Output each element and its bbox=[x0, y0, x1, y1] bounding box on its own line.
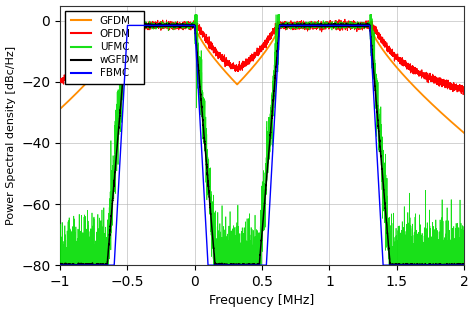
OFDM bbox=[57, 80, 63, 84]
GFDM bbox=[458, 128, 464, 132]
FBMC bbox=[151, 23, 157, 27]
wGFDM bbox=[461, 263, 467, 266]
Y-axis label: Power Spectral density [dBc/Hz]: Power Spectral density [dBc/Hz] bbox=[6, 46, 16, 225]
GFDM bbox=[125, 23, 130, 27]
FBMC bbox=[461, 263, 467, 267]
UFMC bbox=[458, 221, 464, 225]
Line: UFMC: UFMC bbox=[60, 15, 464, 265]
UFMC bbox=[151, 25, 157, 29]
Line: FBMC: FBMC bbox=[60, 25, 464, 265]
FBMC bbox=[238, 263, 244, 267]
UFMC bbox=[123, 13, 129, 17]
GFDM bbox=[238, 78, 244, 82]
OFDM bbox=[151, 22, 157, 26]
OFDM bbox=[461, 86, 467, 90]
FBMC bbox=[57, 263, 63, 267]
wGFDM bbox=[153, 23, 159, 27]
wGFDM bbox=[155, 25, 161, 28]
wGFDM bbox=[238, 263, 244, 267]
UFMC bbox=[155, 24, 161, 28]
UFMC bbox=[58, 263, 64, 267]
wGFDM bbox=[151, 23, 157, 27]
Line: GFDM: GFDM bbox=[60, 25, 464, 133]
Line: OFDM: OFDM bbox=[60, 19, 464, 95]
wGFDM bbox=[458, 263, 464, 267]
UFMC bbox=[57, 243, 63, 247]
wGFDM bbox=[166, 22, 172, 25]
UFMC bbox=[210, 214, 215, 218]
OFDM bbox=[458, 88, 464, 92]
FBMC bbox=[155, 23, 161, 27]
wGFDM bbox=[57, 263, 63, 267]
wGFDM bbox=[210, 233, 215, 237]
GFDM bbox=[151, 23, 157, 27]
GFDM bbox=[153, 23, 159, 27]
wGFDM bbox=[57, 263, 63, 267]
FBMC bbox=[125, 23, 130, 27]
OFDM bbox=[342, 18, 348, 21]
Line: wGFDM: wGFDM bbox=[60, 23, 464, 265]
GFDM bbox=[155, 23, 161, 27]
UFMC bbox=[153, 23, 159, 27]
OFDM bbox=[153, 21, 159, 24]
OFDM bbox=[460, 93, 466, 96]
OFDM bbox=[238, 67, 244, 71]
FBMC bbox=[153, 23, 159, 27]
FBMC bbox=[210, 263, 215, 267]
GFDM bbox=[57, 107, 63, 111]
UFMC bbox=[238, 263, 244, 267]
GFDM bbox=[210, 54, 215, 58]
UFMC bbox=[461, 256, 467, 260]
FBMC bbox=[458, 263, 464, 267]
X-axis label: Frequency [MHz]: Frequency [MHz] bbox=[210, 295, 315, 307]
GFDM bbox=[461, 131, 467, 135]
Legend: GFDM, OFDM, UFMC, wGFDM, FBMC: GFDM, OFDM, UFMC, wGFDM, FBMC bbox=[65, 11, 144, 84]
OFDM bbox=[155, 22, 161, 25]
OFDM bbox=[210, 46, 215, 50]
